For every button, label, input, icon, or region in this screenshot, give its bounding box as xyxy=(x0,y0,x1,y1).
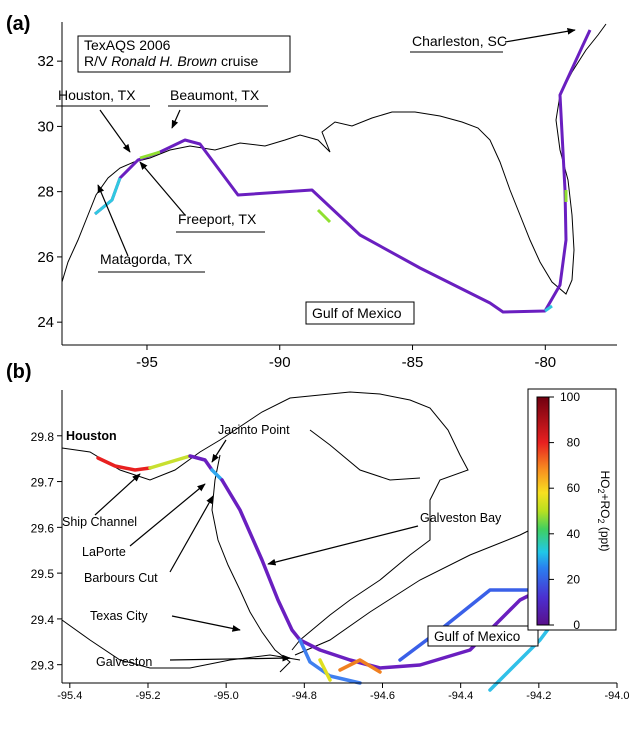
x-tick-label: -94.2 xyxy=(526,690,551,702)
cruise-track-a xyxy=(94,29,592,314)
annotation: Beaumont, TX xyxy=(170,87,260,103)
annotation: Charleston, SC xyxy=(412,33,507,49)
x-tick-label: -90 xyxy=(269,354,291,371)
y-tick-label: 30 xyxy=(37,118,54,135)
panel-label: (a) xyxy=(6,13,30,35)
annotation: Galveston xyxy=(96,655,152,669)
annotation: Galveston Bay xyxy=(420,511,502,525)
y-tick-label: 29.7 xyxy=(31,476,55,490)
annotation: Barbours Cut xyxy=(84,571,158,585)
label-part: HO xyxy=(598,470,612,488)
y-tick-label: 32 xyxy=(37,53,54,70)
annotation: Jacinto Point xyxy=(218,423,290,437)
x-tick-label: -80 xyxy=(534,354,556,371)
label-box xyxy=(427,625,539,647)
label-part: 2 xyxy=(596,519,606,524)
box-title: TexAQS 2006 xyxy=(84,37,171,53)
box-ship: R/V Ronald H. Brown cruise xyxy=(84,53,259,69)
label-box xyxy=(305,301,415,325)
colorbar xyxy=(536,396,550,626)
y-tick-label: 29.8 xyxy=(31,430,55,444)
x-tick-label: -95 xyxy=(136,354,158,371)
y-tick-label: 29.6 xyxy=(31,521,55,535)
x-tick-label: -85 xyxy=(402,354,424,371)
x-tick-label: -94.6 xyxy=(370,690,395,702)
x-tick-label: -95.4 xyxy=(57,690,82,702)
x-tick-label: -95.2 xyxy=(135,690,160,702)
colorbar-tick-label: 0 xyxy=(573,618,580,632)
annotation: Texas City xyxy=(90,609,148,623)
info-box xyxy=(77,35,291,73)
annotation: Gulf of Mexico xyxy=(312,305,402,321)
colorbar-tick-label: 80 xyxy=(567,436,581,450)
label-part: (ppt) xyxy=(598,524,612,552)
x-tick-label: -95.0 xyxy=(214,690,239,702)
y-tick-label: 29.5 xyxy=(31,567,55,581)
annotation: Matagorda, TX xyxy=(100,251,193,267)
ship-suffix: cruise xyxy=(221,53,259,69)
y-tick-label: 26 xyxy=(37,249,54,266)
x-tick-label: -94.0 xyxy=(604,690,629,702)
ship-name: Ronald H. Brown xyxy=(111,53,217,69)
y-tick-label: 28 xyxy=(37,184,54,201)
annotation: Gulf of Mexico xyxy=(434,629,520,644)
label-part: 2 xyxy=(596,488,606,493)
annotation: Houston xyxy=(66,429,117,443)
annotation: Freeport, TX xyxy=(178,211,257,227)
colorbar-tick-label: 20 xyxy=(567,572,581,586)
ship-prefix: R/V xyxy=(84,53,108,69)
panel-label: (b) xyxy=(6,361,32,383)
annotation: LaPorte xyxy=(82,545,126,559)
y-tick-label: 29.4 xyxy=(31,613,55,627)
colorbar-label: HO2+RO2 (ppt) xyxy=(596,470,612,551)
colorbar-tick-label: 100 xyxy=(560,390,580,404)
annotation: Houston, TX xyxy=(58,87,136,103)
y-tick-label: 24 xyxy=(37,314,54,331)
y-tick-label: 29.3 xyxy=(31,659,55,673)
annotation: Ship Channel xyxy=(62,515,137,529)
colorbar-tick-label: 60 xyxy=(567,481,581,495)
colorbar-tick-label: 40 xyxy=(567,527,581,541)
x-tick-label: -94.8 xyxy=(292,690,317,702)
x-tick-label: -94.4 xyxy=(448,690,473,702)
label-part: +RO xyxy=(598,493,612,518)
cruise-track-b xyxy=(96,454,572,692)
